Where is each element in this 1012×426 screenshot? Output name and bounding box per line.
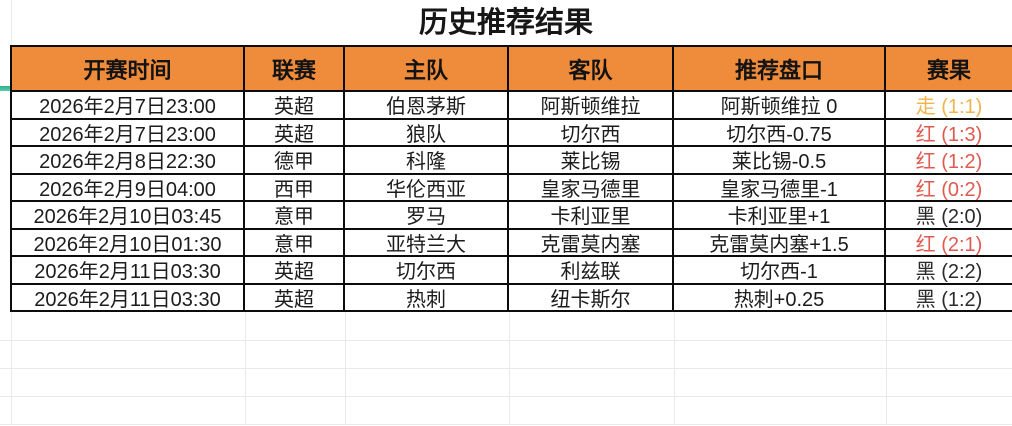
table-row: 2026年2月11日03:30 英超 切尔西 利兹联 切尔西-1 黑 (2:2)	[12, 257, 1012, 285]
cell-away-team[interactable]: 皇家马德里	[509, 174, 674, 200]
cell-result[interactable]: 红 (1:3)	[915, 123, 983, 145]
table-row: 2026年2月7日23:00 英超 伯恩茅斯 阿斯顿维拉 阿斯顿维拉 0 走 (1:1)	[12, 92, 1012, 120]
cell-away-team[interactable]: 纽卡斯尔	[509, 284, 674, 310]
cell-away-team[interactable]: 克雷莫内塞	[509, 229, 674, 255]
cell-kickoff-time[interactable]: 2026年2月10日03:45	[12, 202, 245, 228]
cell-result[interactable]: 黑 (2:0)	[915, 206, 983, 228]
column-header-home-team[interactable]: 主队	[345, 47, 509, 90]
cell-kickoff-time[interactable]: 2026年2月8日22:30	[12, 147, 245, 173]
table-row: 2026年2月10日03:45 意甲 罗马 卡利亚里 卡利亚里+1 黑 (2:0)	[12, 202, 1012, 230]
cell-home-team[interactable]: 伯恩茅斯	[345, 92, 509, 118]
table-row: 2026年2月11日03:30 英超 热刺 纽卡斯尔 热刺+0.25 黑 (1:2)	[12, 284, 1012, 312]
column-header-handicap[interactable]: 推荐盘口	[674, 47, 886, 90]
cell-handicap[interactable]: 克雷莫内塞+1.5	[674, 229, 886, 255]
cell-league[interactable]: 德甲	[245, 147, 345, 173]
cell-result[interactable]: 红 (1:2)	[915, 151, 983, 173]
cell-away-team[interactable]: 切尔西	[509, 119, 674, 145]
cell-away-team[interactable]: 莱比锡	[509, 147, 674, 173]
cell-handicap[interactable]: 阿斯顿维拉 0	[674, 92, 886, 118]
selection-accent	[0, 86, 11, 91]
cell-kickoff-time[interactable]: 2026年2月7日23:00	[12, 119, 245, 145]
column-header-result[interactable]: 赛果	[926, 57, 971, 83]
cell-league[interactable]: 意甲	[245, 202, 345, 228]
page-title: 历史推荐结果	[418, 7, 593, 39]
cell-away-team[interactable]: 利兹联	[509, 257, 674, 283]
cell-league[interactable]: 英超	[245, 119, 345, 145]
gridline	[0, 424, 1012, 425]
cell-result[interactable]: 黑 (2:2)	[915, 261, 983, 283]
column-header-league[interactable]: 联赛	[245, 47, 345, 90]
cell-away-team[interactable]: 阿斯顿维拉	[509, 92, 674, 118]
cell-handicap[interactable]: 卡利亚里+1	[674, 202, 886, 228]
cell-handicap[interactable]: 莱比锡-0.5	[674, 147, 886, 173]
cell-home-team[interactable]: 亚特兰大	[345, 229, 509, 255]
cell-result[interactable]: 红 (0:2)	[915, 178, 983, 200]
cell-kickoff-time[interactable]: 2026年2月10日01:30	[12, 229, 245, 255]
cell-result[interactable]: 红 (2:1)	[915, 233, 983, 255]
table-row: 2026年2月8日22:30 德甲 科隆 莱比锡 莱比锡-0.5 红 (1:2)	[12, 147, 1012, 175]
cell-home-team[interactable]: 狼队	[345, 119, 509, 145]
cell-home-team[interactable]: 罗马	[345, 202, 509, 228]
column-header-kickoff-time[interactable]: 开赛时间	[12, 47, 245, 90]
cell-result[interactable]: 走 (1:1)	[915, 96, 983, 118]
cell-league[interactable]: 西甲	[245, 174, 345, 200]
cell-league[interactable]: 英超	[245, 284, 345, 310]
gridline	[0, 396, 1012, 397]
cell-home-team[interactable]: 热刺	[345, 284, 509, 310]
cell-kickoff-time[interactable]: 2026年2月11日03:30	[12, 257, 245, 283]
table-header-row: 开赛时间 联赛 主队 客队 推荐盘口 赛果	[12, 45, 1012, 92]
cell-result[interactable]: 黑 (1:2)	[915, 288, 983, 310]
cell-handicap[interactable]: 皇家马德里-1	[674, 174, 886, 200]
cell-away-team[interactable]: 卡利亚里	[509, 202, 674, 228]
table-row: 2026年2月10日01:30 意甲 亚特兰大 克雷莫内塞 克雷莫内塞+1.5 红 (2:…	[12, 229, 1012, 257]
cell-handicap[interactable]: 切尔西-0.75	[674, 119, 886, 145]
table-row: 2026年2月9日04:00 西甲 华伦西亚 皇家马德里 皇家马德里-1 红 (0:2)	[12, 174, 1012, 202]
cell-home-team[interactable]: 科隆	[345, 147, 509, 173]
cell-kickoff-time[interactable]: 2026年2月11日03:30	[12, 284, 245, 310]
cell-league[interactable]: 英超	[245, 92, 345, 118]
gridline	[0, 340, 1012, 341]
cell-home-team[interactable]: 华伦西亚	[345, 174, 509, 200]
cell-kickoff-time[interactable]: 2026年2月7日23:00	[12, 92, 245, 118]
gridline	[0, 368, 1012, 369]
cell-league[interactable]: 英超	[245, 257, 345, 283]
cell-handicap[interactable]: 切尔西-1	[674, 257, 886, 283]
cell-handicap[interactable]: 热刺+0.25	[674, 284, 886, 310]
cell-home-team[interactable]: 切尔西	[345, 257, 509, 283]
results-table: 开赛时间 联赛 主队 客队 推荐盘口 赛果 2026年2月7日23:00 英超 伯恩…	[10, 45, 1012, 312]
table-row: 2026年2月7日23:00 英超 狼队 切尔西 切尔西-0.75 红 (1:3)	[12, 119, 1012, 147]
cell-kickoff-time[interactable]: 2026年2月9日04:00	[12, 174, 245, 200]
column-header-away-team[interactable]: 客队	[509, 47, 674, 90]
gridline	[11, 0, 12, 45]
cell-league[interactable]: 意甲	[245, 229, 345, 255]
